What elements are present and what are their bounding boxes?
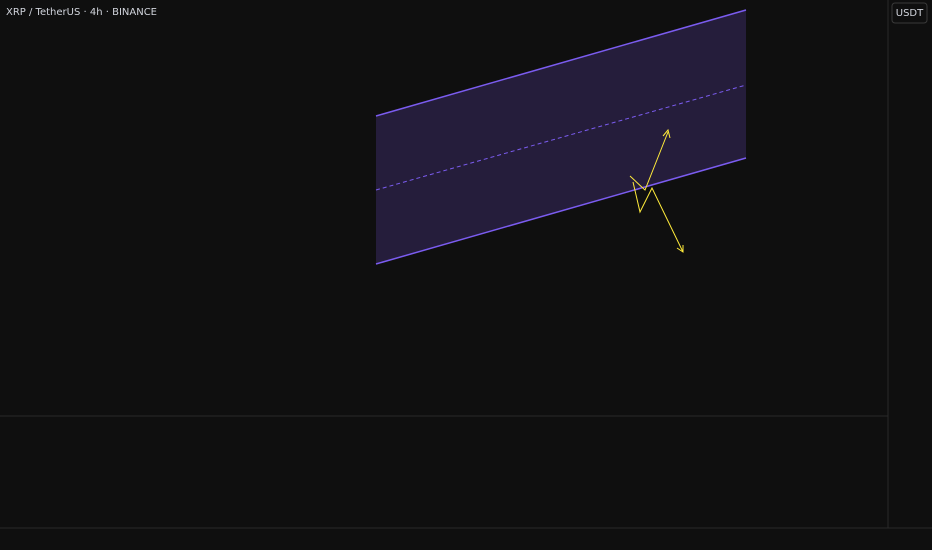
arrow-down-head <box>676 245 684 253</box>
arrow-down <box>632 181 684 253</box>
currency-button[interactable] <box>891 2 928 24</box>
arrow-up-head <box>662 128 671 139</box>
channel-lower <box>375 157 747 265</box>
channel-mid <box>375 84 747 191</box>
chart-title: XRP / TetherUS · 4h · BINANCE <box>6 7 157 18</box>
currency-label[interactable]: USDT <box>896 8 924 19</box>
arrow-up <box>629 131 669 191</box>
channel-upper <box>375 9 747 117</box>
